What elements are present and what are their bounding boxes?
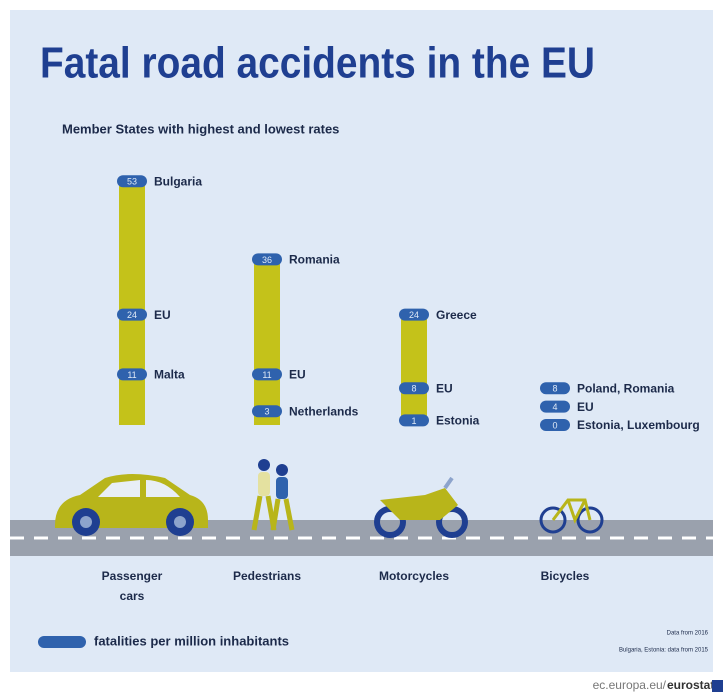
- entry-name: Greece: [436, 308, 477, 322]
- category-label: Passenger cars: [97, 566, 167, 606]
- footer-logo: [712, 680, 723, 692]
- subtitle: Member States with highest and lowest ra…: [62, 121, 339, 136]
- entry-name: EU: [289, 368, 306, 382]
- note: Bulgaria, Estonia: data from 2015: [619, 648, 709, 654]
- badge-value: 8: [552, 384, 557, 394]
- badge-value: 11: [127, 370, 136, 380]
- entry-name: Estonia, Luxembourg: [577, 418, 700, 432]
- badge-value: 8: [411, 384, 416, 394]
- category-label: Bicycles: [510, 566, 620, 586]
- entry-name: Bulgaria: [154, 174, 202, 188]
- entry-name: Poland, Romania: [577, 381, 675, 395]
- note: Data from 2016: [667, 631, 709, 637]
- category-label: Motorcycles: [359, 566, 469, 586]
- bar: [119, 181, 145, 425]
- bar: [254, 259, 280, 425]
- entry-name: EU: [577, 400, 594, 414]
- badge-value: 11: [262, 370, 271, 380]
- entry-name: Netherlands: [289, 404, 359, 418]
- badge-value: 24: [127, 310, 137, 320]
- entry-name: Malta: [154, 368, 185, 382]
- footer-site: ec.europa.eu/: [593, 678, 667, 692]
- badge-value: 0: [552, 420, 557, 430]
- badge-value: 3: [264, 407, 269, 417]
- legend-swatch: [38, 636, 86, 648]
- entry-name: EU: [154, 308, 171, 322]
- category-label: Pedestrians: [212, 566, 322, 586]
- entry-name: Romania: [289, 253, 340, 267]
- badge-value: 24: [409, 310, 419, 320]
- page: Fatal road accidents in the EU Member St…: [0, 0, 723, 695]
- entry-name: EU: [436, 381, 453, 395]
- legend-text: fatalities per million inhabitants: [94, 633, 289, 648]
- badge-value: 4: [552, 402, 557, 412]
- badge-value: 53: [127, 177, 137, 187]
- footer-brand: eurostat: [667, 678, 714, 692]
- badge-value: 1: [411, 416, 416, 426]
- bar: [401, 315, 427, 425]
- entry-name: Estonia: [436, 414, 480, 428]
- badge-value: 36: [262, 255, 272, 265]
- title: Fatal road accidents in the EU: [40, 39, 595, 88]
